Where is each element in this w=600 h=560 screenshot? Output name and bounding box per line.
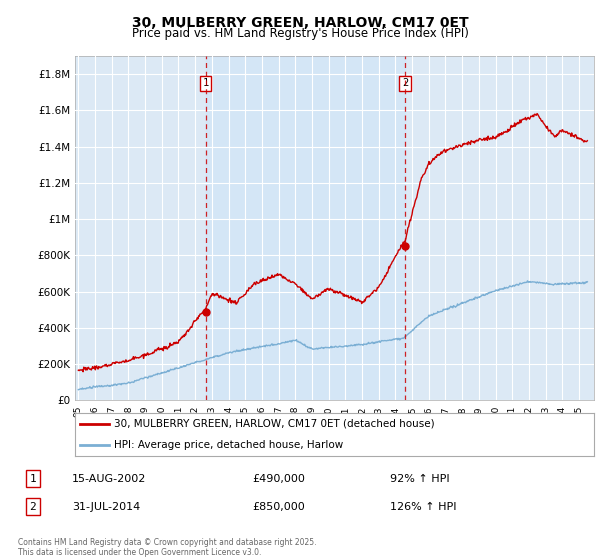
Bar xyxy=(206,56,405,400)
Text: 1: 1 xyxy=(202,78,209,88)
Text: £490,000: £490,000 xyxy=(252,474,305,484)
Text: 30, MULBERRY GREEN, HARLOW, CM17 0ET (detached house): 30, MULBERRY GREEN, HARLOW, CM17 0ET (de… xyxy=(114,419,434,428)
Text: 15-AUG-2002: 15-AUG-2002 xyxy=(72,474,146,484)
Text: 92% ↑ HPI: 92% ↑ HPI xyxy=(390,474,449,484)
Text: HPI: Average price, detached house, Harlow: HPI: Average price, detached house, Harl… xyxy=(114,441,343,450)
Text: 126% ↑ HPI: 126% ↑ HPI xyxy=(390,502,457,512)
Text: 1: 1 xyxy=(29,474,37,484)
Text: 2: 2 xyxy=(402,78,408,88)
Text: £850,000: £850,000 xyxy=(252,502,305,512)
Text: Contains HM Land Registry data © Crown copyright and database right 2025.
This d: Contains HM Land Registry data © Crown c… xyxy=(18,538,317,557)
Text: 2: 2 xyxy=(29,502,37,512)
Text: 31-JUL-2014: 31-JUL-2014 xyxy=(72,502,140,512)
Text: 30, MULBERRY GREEN, HARLOW, CM17 0ET: 30, MULBERRY GREEN, HARLOW, CM17 0ET xyxy=(131,16,469,30)
Text: Price paid vs. HM Land Registry's House Price Index (HPI): Price paid vs. HM Land Registry's House … xyxy=(131,27,469,40)
